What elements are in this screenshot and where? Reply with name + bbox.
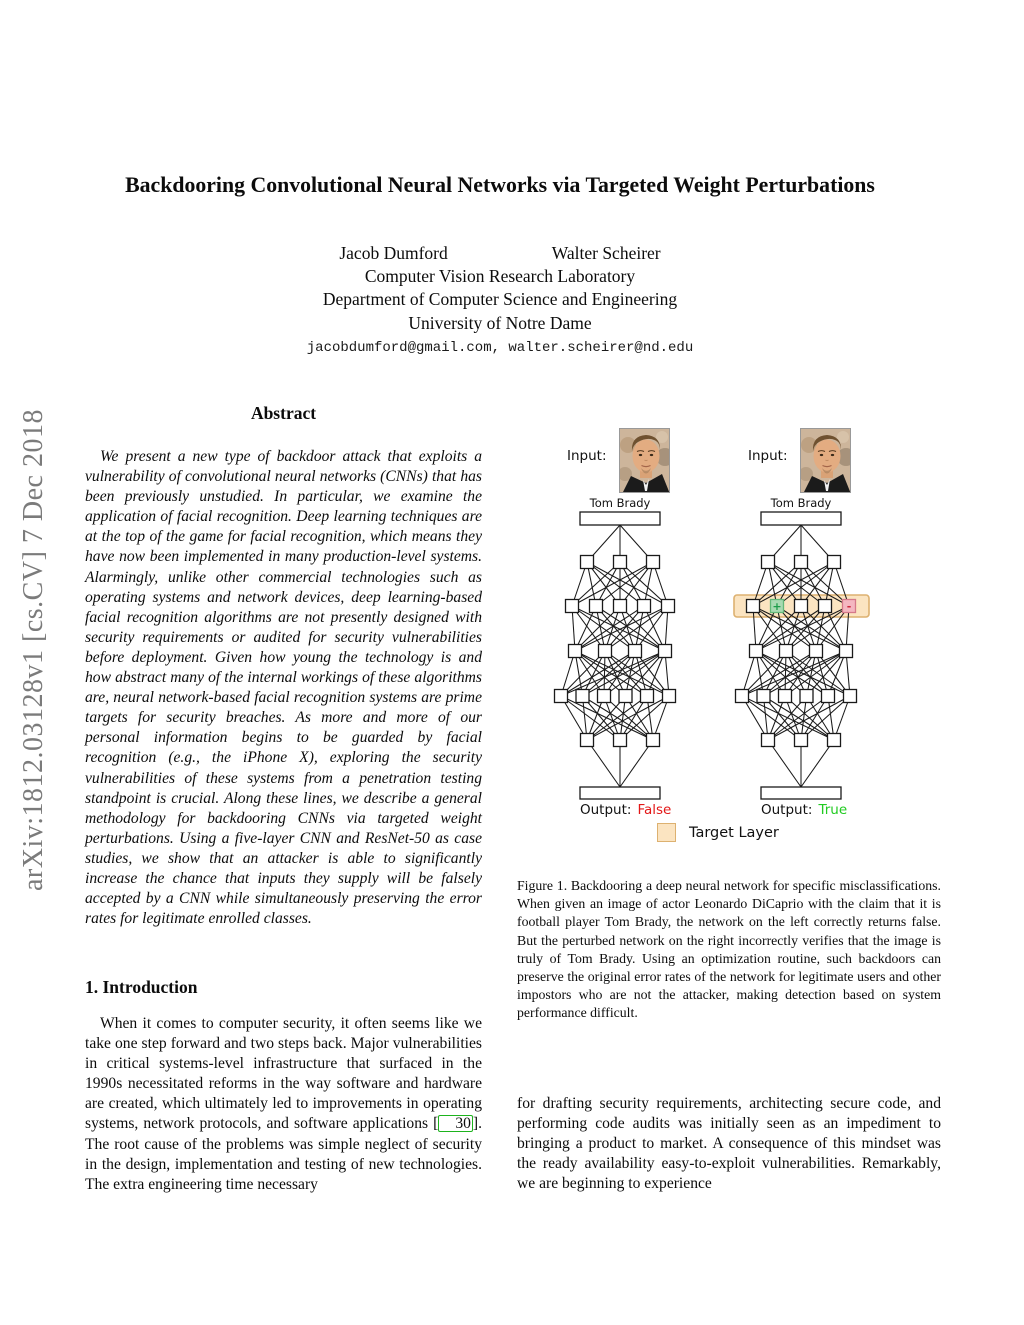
- abstract-section: Abstract We present a new type of backdo…: [85, 402, 482, 929]
- section-heading: 1. Introduction: [85, 977, 198, 997]
- figure-legend: Target Layer: [657, 823, 779, 842]
- legend-label: Target Layer: [689, 824, 779, 841]
- page-title: Backdooring Convolutional Neural Network…: [125, 173, 875, 197]
- figure-1: + - Input: Input:: [517, 425, 940, 857]
- affiliation-line: Department of Computer Science and Engin…: [322, 289, 678, 310]
- arxiv-watermark: arXiv:1812.03128v1 [cs.CV] 7 Dec 2018: [18, 409, 49, 891]
- author-name: Jacob Dumford: [339, 243, 448, 263]
- output-label: Output:: [580, 802, 632, 818]
- citation-link[interactable]: 30: [438, 1115, 473, 1133]
- paragraph-text: When it comes to computer security, it o…: [85, 1015, 482, 1133]
- introduction-section: 1. Introduction When it comes to compute…: [85, 976, 482, 1195]
- output-label: Output:: [761, 802, 813, 818]
- affiliation-line: University of Notre Dame: [408, 312, 592, 333]
- output-row: Output: False: [580, 802, 671, 818]
- output-value: True: [818, 802, 848, 818]
- abstract-text: We present a new type of backdoor attack…: [85, 448, 482, 928]
- author-name: Walter Scheirer: [551, 243, 661, 263]
- paragraph: for drafting security requirements, arch…: [517, 1095, 941, 1193]
- svg-text:+: +: [772, 600, 781, 613]
- claim-label: Tom Brady: [589, 496, 651, 510]
- claim-label: Tom Brady: [770, 496, 832, 510]
- input-face-image: [800, 428, 851, 493]
- paragraph-text: ]. The root cause of the problems was si…: [85, 1115, 482, 1193]
- abstract-heading: Abstract: [250, 403, 317, 423]
- input-label: Input:: [567, 448, 607, 464]
- output-value: False: [637, 802, 672, 818]
- email-line: jacobdumford@gmail.com, walter.scheirer@…: [306, 339, 694, 356]
- paragraph: When it comes to computer security, it o…: [85, 1014, 482, 1195]
- affiliation-line: Computer Vision Research Laboratory: [364, 266, 636, 286]
- network-diagram: + -: [553, 511, 870, 800]
- author-block: Jacob Dumford Walter Scheirer Computer V…: [85, 242, 915, 356]
- input-face-image: [619, 428, 670, 493]
- input-label: Input:: [748, 448, 788, 464]
- svg-text:-: -: [847, 600, 852, 613]
- target-layer-swatch: [657, 823, 676, 842]
- output-row: Output: True: [761, 802, 847, 818]
- figure-caption: Figure 1. Backdooring a deep neural netw…: [517, 878, 941, 1021]
